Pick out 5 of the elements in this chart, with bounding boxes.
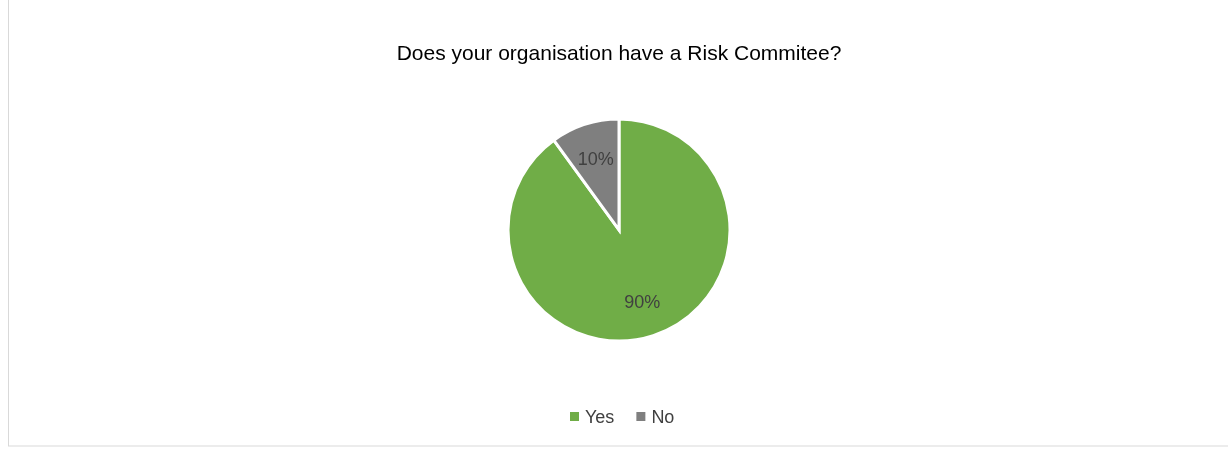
- data-label: 10%: [577, 148, 614, 169]
- legend-label: No: [651, 407, 675, 428]
- chart-title: Does your organisation have a Risk Commitee?: [396, 41, 842, 64]
- legend-label: Yes: [585, 407, 615, 428]
- data-label: 90%: [624, 292, 661, 313]
